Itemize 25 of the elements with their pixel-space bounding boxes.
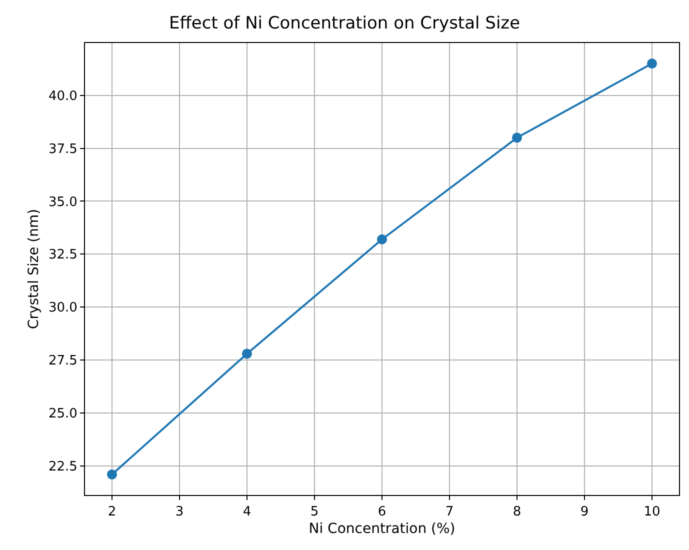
point — [647, 58, 657, 69]
y-tick-label: 22.5 — [48, 460, 78, 475]
x-tick-label: 9 — [580, 504, 589, 520]
y-axis-title: Crystal Size (nm) — [26, 208, 42, 330]
x-tick-label: 10 — [644, 504, 660, 520]
y-tick-label: 30.0 — [48, 300, 78, 316]
y-tick-label: 32.5 — [48, 248, 78, 263]
x-tick-label: 3 — [175, 504, 184, 520]
x-tick-label: 7 — [445, 504, 454, 520]
x-tick-label: 4 — [242, 504, 252, 520]
point — [107, 469, 117, 480]
y-tick-label: 37.5 — [48, 142, 78, 157]
x-axis-title: Ni Concentration (%) — [308, 520, 456, 537]
point — [242, 348, 252, 359]
point — [377, 234, 387, 244]
y-tick-label: 40.0 — [48, 88, 78, 104]
y-tick-label: 35.0 — [48, 194, 78, 210]
x-tick-label: 2 — [108, 504, 116, 520]
x-tick-label: 5 — [310, 504, 319, 520]
chart-title: Effect of Ni Concentration on Crystal Size — [168, 13, 520, 34]
y-tick-label: 25.0 — [48, 406, 78, 422]
point — [512, 132, 522, 143]
x-tick-label: 8 — [512, 504, 522, 520]
y-tick-label: 27.5 — [48, 354, 78, 369]
x-tick-label: 6 — [378, 504, 386, 520]
